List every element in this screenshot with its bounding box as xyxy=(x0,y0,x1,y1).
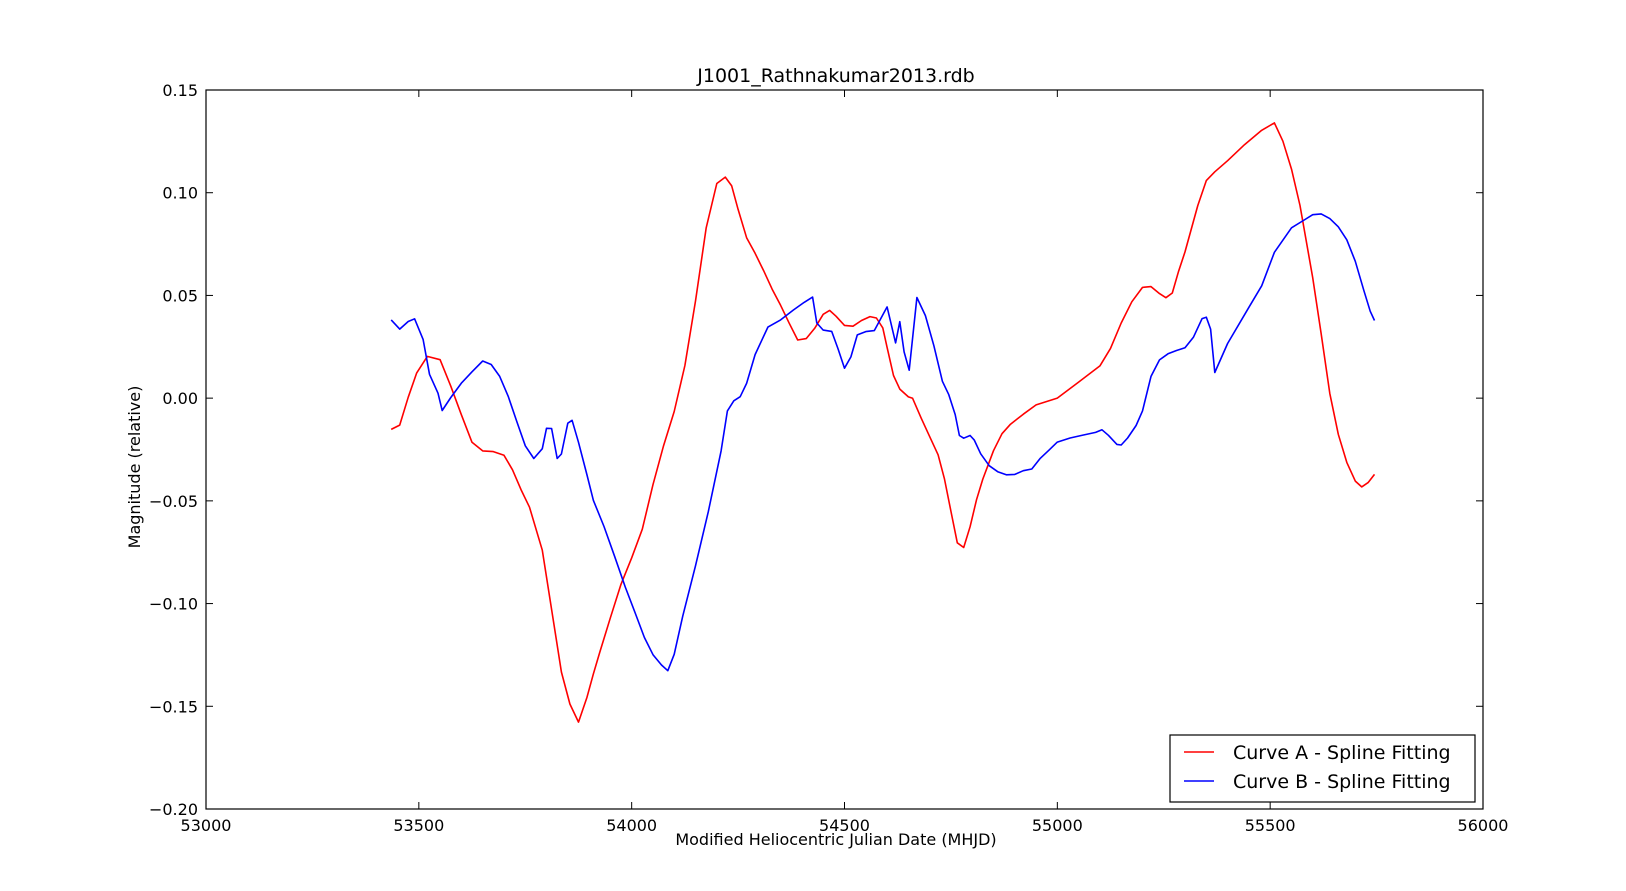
axis-ticks: 53000 53500 54000 54500 55000 55500 56000 −0.20… xyxy=(149,81,1508,835)
legend-box xyxy=(1169,734,1476,803)
x-tick-label: 56000 xyxy=(1458,816,1509,835)
y-tick-label: −0.10 xyxy=(149,595,198,614)
x-axis-label: Modified Heliocentric Julian Date (MHJD) xyxy=(675,830,996,849)
y-tick-label: 0.10 xyxy=(162,184,198,203)
y-axis-label: Magnitude (relative) xyxy=(125,386,144,549)
y-tick-label: 0.00 xyxy=(162,389,198,408)
series-line-curve-b xyxy=(390,213,1376,672)
y-tick-label: −0.15 xyxy=(149,697,198,716)
plot-lines xyxy=(390,122,1376,723)
chart-title: J1001_Rathnakumar2013.rdb xyxy=(696,65,974,87)
legend-label: Curve A - Spline Fitting xyxy=(1233,742,1451,764)
x-tick-label: 55500 xyxy=(1245,816,1296,835)
y-tick-label: −0.05 xyxy=(149,492,198,511)
x-tick-label: 53500 xyxy=(393,816,444,835)
y-tick-label: 0.05 xyxy=(162,286,198,305)
legend-label: Curve B - Spline Fitting xyxy=(1233,771,1451,793)
x-tick-label: 55000 xyxy=(1032,816,1083,835)
x-tick-label: 54500 xyxy=(819,816,870,835)
x-tick-label: 53000 xyxy=(181,816,232,835)
x-tick-label: 54000 xyxy=(606,816,657,835)
plot-frame xyxy=(205,89,1484,810)
legend: Curve A - Spline Fitting Curve B - Spline… xyxy=(1169,734,1476,803)
y-tick-label: 0.15 xyxy=(162,81,198,100)
y-tick-label: −0.20 xyxy=(149,800,198,819)
series-line-curve-a xyxy=(390,122,1376,723)
